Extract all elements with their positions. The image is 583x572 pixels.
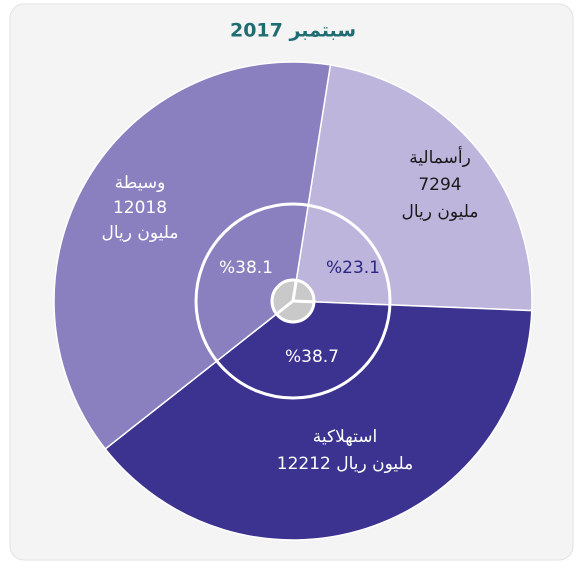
percentage-label: %38.1 — [219, 258, 273, 278]
hub-spoke — [292, 299, 315, 304]
chart-title: سبتمبر 2017 — [230, 20, 356, 42]
value-label: 12212 مليون ريال — [277, 454, 414, 474]
unit-label: مليون ريال — [401, 202, 478, 222]
inner-ring — [194, 202, 392, 400]
slice-name: رأسمالية — [409, 146, 471, 168]
pie-slice — [292, 64, 533, 312]
value-label: 12018 — [113, 198, 167, 218]
unit-label: مليون ريال — [101, 223, 178, 243]
slice-name: استهلاكية — [313, 427, 377, 447]
percentage-label: %38.7 — [285, 347, 339, 367]
pie-slice — [53, 61, 332, 450]
hub-spoke — [291, 280, 298, 302]
value-label: 7294 — [418, 175, 461, 195]
slice-name: وسيطة — [115, 173, 166, 193]
percentage-label: %23.1 — [326, 258, 380, 278]
hub-spoke — [275, 299, 294, 316]
pie-slice — [104, 300, 533, 541]
